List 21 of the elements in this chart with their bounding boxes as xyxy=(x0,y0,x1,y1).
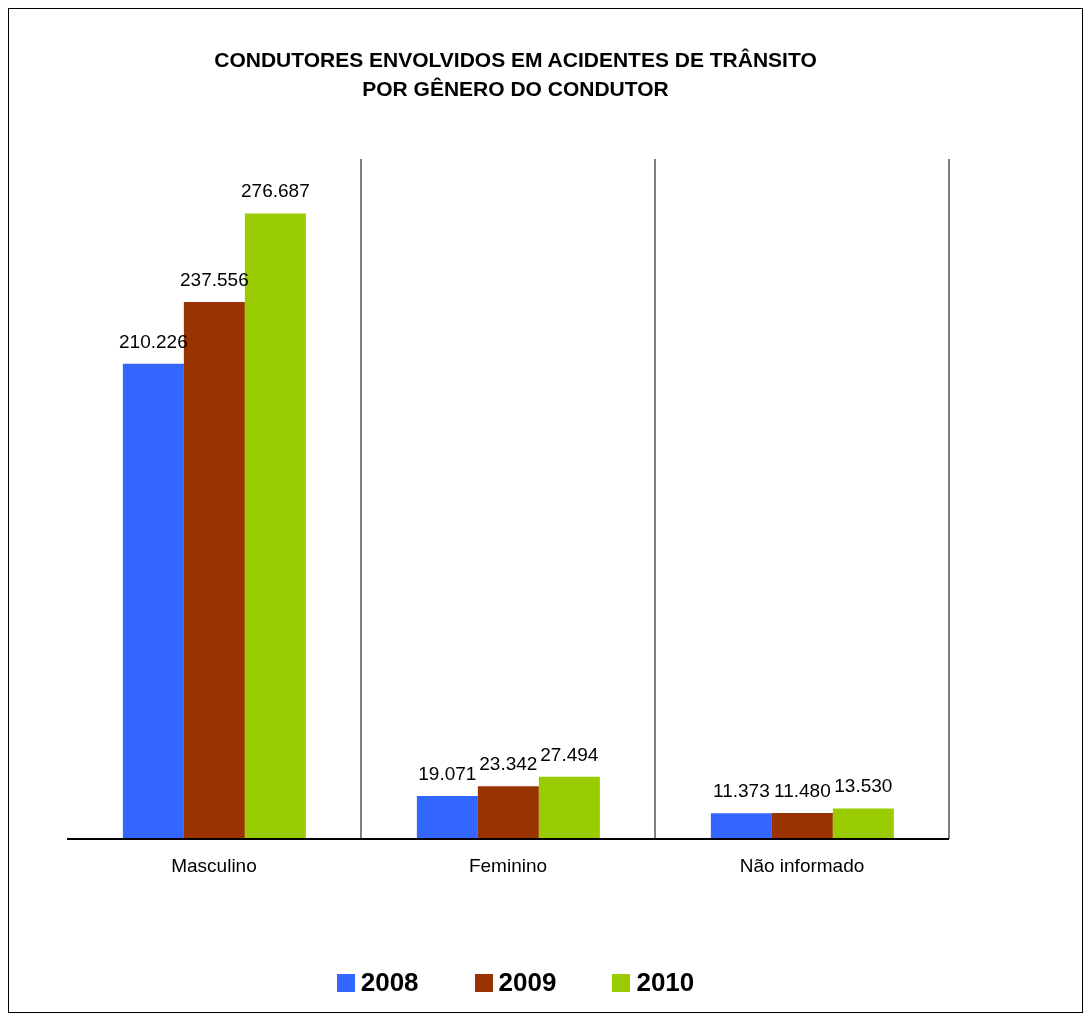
data-label: 19.071 xyxy=(418,762,477,784)
data-label: 276.687 xyxy=(241,180,310,202)
legend-label: 2008 xyxy=(360,967,419,998)
bar xyxy=(416,795,478,839)
x-tick-label: Não informado xyxy=(739,855,865,877)
bar xyxy=(477,786,539,839)
data-label: 27.494 xyxy=(540,743,599,765)
bar xyxy=(771,813,833,839)
data-label: 13.530 xyxy=(834,775,893,797)
data-label: 11.373 xyxy=(713,780,770,802)
data-label: 11.480 xyxy=(774,780,831,802)
bar xyxy=(538,776,600,839)
bar xyxy=(710,813,772,839)
bar xyxy=(832,808,894,839)
chart-title: CONDUTORES ENVOLVIDOS EM ACIDENTES DE TRÂNSITO POR GÊNERO DO CONDUTOR xyxy=(213,47,818,102)
legend-label: 2009 xyxy=(498,967,557,998)
data-label: 23.342 xyxy=(479,753,538,775)
legend-label: 2010 xyxy=(636,967,695,998)
x-tick-label: Feminino xyxy=(468,855,548,877)
bar xyxy=(122,363,184,839)
x-tick-label: Masculino xyxy=(171,855,257,877)
